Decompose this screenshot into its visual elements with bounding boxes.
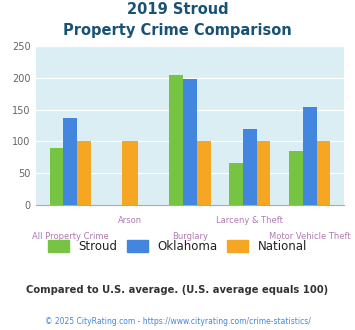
Legend: Stroud, Oklahoma, National: Stroud, Oklahoma, National (48, 240, 307, 253)
Text: © 2025 CityRating.com - https://www.cityrating.com/crime-statistics/: © 2025 CityRating.com - https://www.city… (45, 317, 310, 326)
Bar (303, 107, 317, 205)
Bar (169, 75, 183, 205)
Bar (50, 148, 63, 205)
Text: All Property Crime: All Property Crime (32, 232, 109, 241)
Bar (122, 141, 138, 205)
Text: Arson: Arson (118, 216, 142, 225)
Bar (289, 151, 303, 205)
Text: Compared to U.S. average. (U.S. average equals 100): Compared to U.S. average. (U.S. average … (26, 285, 329, 295)
Bar (183, 79, 197, 205)
Text: Property Crime Comparison: Property Crime Comparison (63, 23, 292, 38)
Bar (77, 141, 91, 205)
Bar (243, 129, 257, 205)
Text: Motor Vehicle Theft: Motor Vehicle Theft (269, 232, 350, 241)
Text: 2019 Stroud: 2019 Stroud (127, 2, 228, 16)
Text: Burglary: Burglary (172, 232, 208, 241)
Bar (257, 141, 271, 205)
Text: Larceny & Theft: Larceny & Theft (216, 216, 283, 225)
Bar (63, 118, 77, 205)
Bar (229, 163, 243, 205)
Bar (317, 141, 330, 205)
Bar (197, 141, 211, 205)
